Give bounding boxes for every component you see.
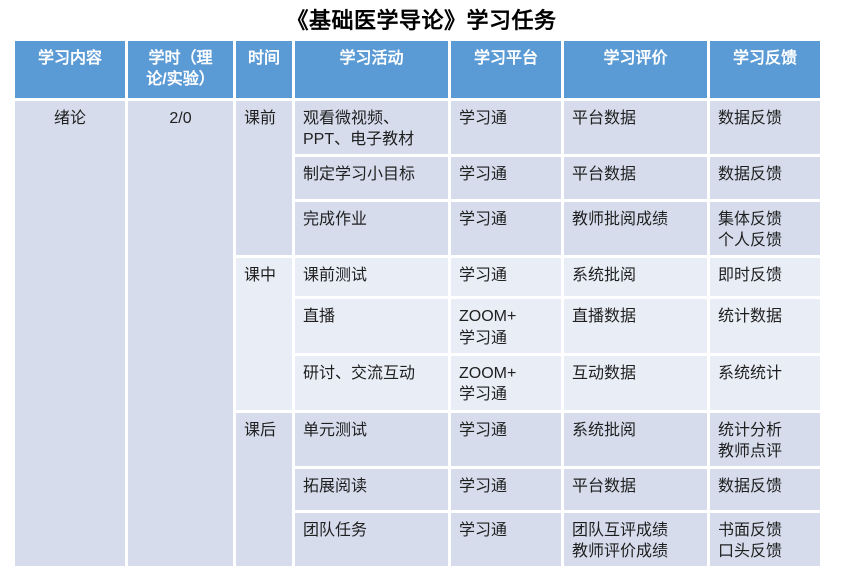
cell-activity: 研讨、交流互动 [295,355,448,410]
cell-evaluation: 平台数据 [564,468,707,510]
cell-feedback: 即时反馈 [710,258,820,297]
cell-evaluation: 教师批阅成绩 [564,202,707,256]
table-row: 拓展阅读 学习通 平台数据 数据反馈 [15,468,820,510]
table-row: 完成作业 学习通 教师批阅成绩 集体反馈 个人反馈 [15,202,820,256]
header-cell-hours: 学时（理 论/实验） [128,41,233,98]
cell-activity: 课前测试 [295,258,448,297]
cell-feedback: 书面反馈 口头反馈 [710,512,820,567]
cell-platform: 学习通 [451,101,561,155]
cell-hours: 2/0 [128,101,233,567]
header-cell-activity: 学习活动 [295,41,448,98]
table-row: 直播 ZOOM+ 学习通 直播数据 统计数据 [15,299,820,353]
cell-platform: ZOOM+ 学习通 [451,299,561,353]
cell-platform: 学习通 [451,468,561,510]
cell-feedback: 统计数据 [710,299,820,353]
table-row: 课中 课前测试 学习通 系统批阅 即时反馈 [15,258,820,410]
table-row: 制定学习小目标 学习通 平台数据 数据反馈 [15,157,820,200]
cell-evaluation: 互动数据 [564,355,707,410]
cell-activity: 拓展阅读 [295,468,448,510]
cell-evaluation: 团队互评成绩 教师评价成绩 [564,512,707,567]
header-cell-content: 学习内容 [15,41,125,98]
cell-platform: 学习通 [451,202,561,256]
header-cell-feedback: 学习反馈 [710,41,820,98]
table-row: 课后 单元测试 学习通 系统批阅 统计分析 教师点评 [15,412,820,567]
header-cell-evaluation: 学习评价 [564,41,707,98]
cell-activity: 完成作业 [295,202,448,256]
cell-feedback: 数据反馈 [710,468,820,510]
cell-feedback: 集体反馈 个人反馈 [710,202,820,256]
cell-platform: 学习通 [451,512,561,567]
header-cell-platform: 学习平台 [451,41,561,98]
header-cell-time: 时间 [236,41,292,98]
cell-activity: 单元测试 [295,412,448,466]
cell-feedback: 系统统计 [710,355,820,410]
page-title: 《基础医学导论》学习任务 [286,8,557,33]
cell-evaluation: 系统批阅 [564,412,707,466]
cell-time-after-class: 课后 [236,412,292,567]
header-row: 学习内容 学时（理 论/实验） 时间 学习活动 学习平台 学习评价 学习反馈 [15,41,820,98]
table-row: 绪论 2/0 课前 观看微视频、 PPT、电子教材 学习通 平台数据 数据反馈 [15,101,820,567]
cell-evaluation: 平台数据 [564,101,707,155]
cell-activity: 团队任务 [295,512,448,567]
cell-evaluation: 系统批阅 [564,258,707,297]
cell-platform: 学习通 [451,258,561,297]
cell-content: 绪论 [15,101,125,567]
cell-activity: 制定学习小目标 [295,157,448,200]
cell-feedback: 统计分析 教师点评 [710,412,820,466]
learning-tasks-table: 学习内容 学时（理 论/实验） 时间 学习活动 学习平台 学习评价 学习反馈 绪… [12,38,823,569]
cell-time-in-class: 课中 [236,258,292,410]
cell-activity: 直播 [295,299,448,353]
cell-time-before-class: 课前 [236,101,292,256]
cell-evaluation: 直播数据 [564,299,707,353]
cell-evaluation: 平台数据 [564,157,707,200]
table-row: 团队任务 学习通 团队互评成绩 教师评价成绩 书面反馈 口头反馈 [15,512,820,567]
cell-feedback: 数据反馈 [710,101,820,155]
cell-platform: 学习通 [451,412,561,466]
cell-platform: ZOOM+ 学习通 [451,355,561,410]
cell-platform: 学习通 [451,157,561,200]
table-row: 研讨、交流互动 ZOOM+ 学习通 互动数据 系统统计 [15,355,820,410]
cell-feedback: 数据反馈 [710,157,820,200]
cell-activity: 观看微视频、 PPT、电子教材 [295,101,448,155]
